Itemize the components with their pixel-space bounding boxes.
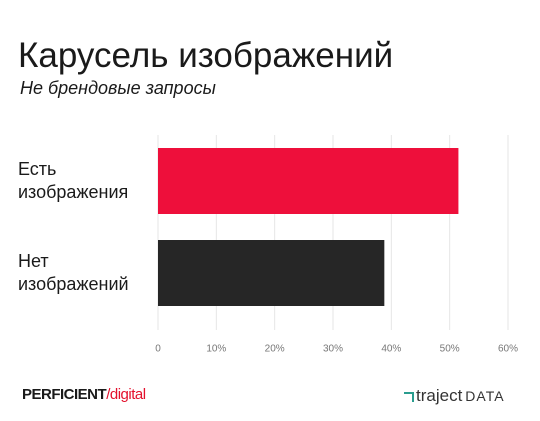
logo-text: / [106,386,110,403]
y-tick-label: Нет изображений [18,251,129,294]
perficient-logo: PERFICIENT/digital [22,386,146,403]
bar [158,148,459,214]
traject-logo: traject DATA [404,386,505,406]
logo-text: PERFICIENT [22,386,107,403]
x-tick-label: 30% [323,344,343,355]
logo-text: DATA [465,388,505,404]
x-tick-label: 20% [265,344,285,355]
x-tick-label: 60% [498,344,518,355]
x-tick-label: 0 [155,344,161,355]
x-tick-label: 40% [381,344,401,355]
x-tick-label: 10% [206,344,226,355]
x-tick-label: 50% [440,344,460,355]
logo-text: traject [416,386,463,405]
logo-text: digital [109,386,146,403]
bar [158,240,385,306]
chart-title: Карусель изображений [18,36,394,75]
logo-mark [404,391,414,402]
chart-subtitle: Не брендовые запросы [20,78,216,98]
y-tick-label: Есть изображения [18,159,129,202]
